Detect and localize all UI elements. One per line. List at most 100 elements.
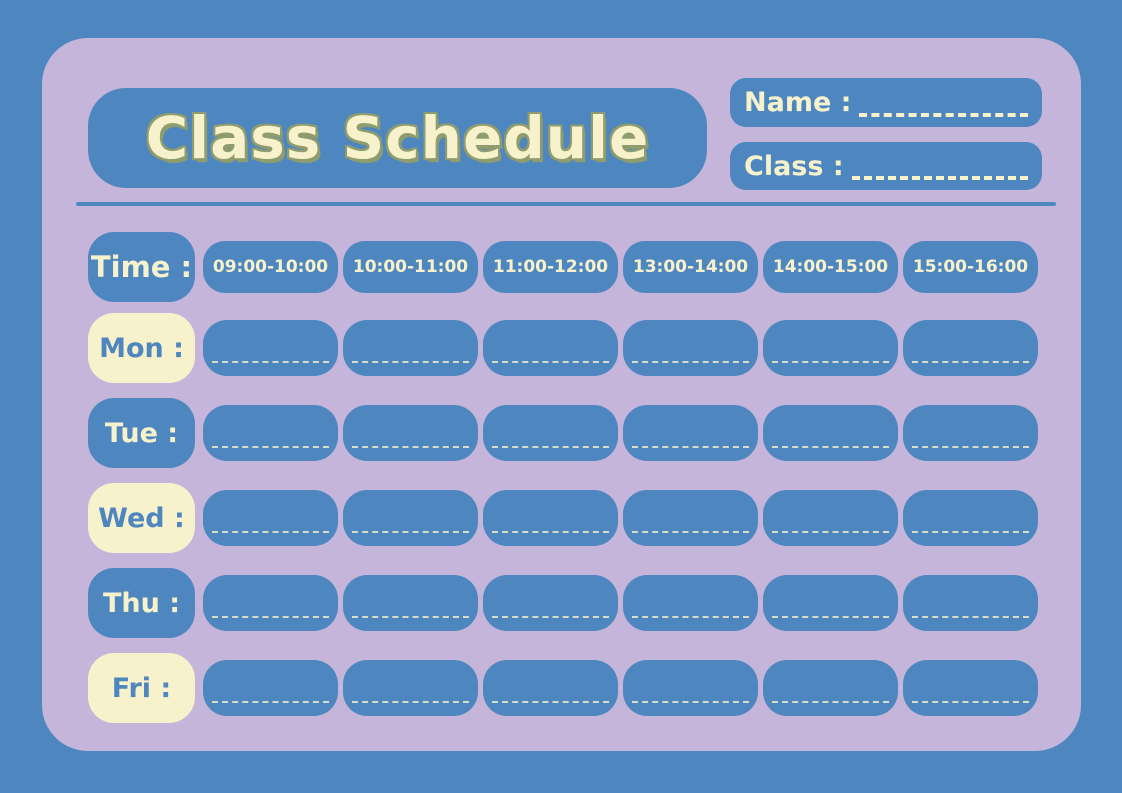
cell-entry-line bbox=[632, 446, 749, 448]
time-slot-label: 15:00-16:00 bbox=[912, 257, 1029, 277]
class-label: Class : bbox=[744, 150, 844, 182]
schedule-cell[interactable] bbox=[203, 320, 338, 376]
time-slot-pill: 09:00-10:00 bbox=[203, 241, 338, 293]
page-title: Class Schedule bbox=[145, 104, 650, 172]
cell-entry-line bbox=[212, 446, 329, 448]
day-label-box: Tue : bbox=[88, 398, 195, 468]
schedule-cell[interactable] bbox=[343, 490, 478, 546]
time-slot-label: 14:00-15:00 bbox=[772, 257, 889, 277]
schedule-cell[interactable] bbox=[763, 490, 898, 546]
title-box: Class Schedule bbox=[88, 88, 707, 188]
schedule-cell[interactable] bbox=[623, 405, 758, 461]
cell-entry-line bbox=[212, 616, 329, 618]
cell-entry-line bbox=[212, 531, 329, 533]
schedule-cell[interactable] bbox=[763, 660, 898, 716]
time-header-row: Time : 09:00-10:00 10:00-11:00 11:00-12:… bbox=[88, 232, 1080, 302]
day-row: Wed : bbox=[88, 483, 1080, 553]
time-slot-label: 10:00-11:00 bbox=[352, 257, 469, 277]
time-slot-pill: 13:00-14:00 bbox=[623, 241, 758, 293]
cell-entry-line bbox=[492, 701, 609, 703]
day-label: Wed : bbox=[98, 502, 185, 534]
cell-entry-line bbox=[352, 361, 469, 363]
time-label-box: Time : bbox=[88, 232, 195, 302]
schedule-cell[interactable] bbox=[483, 405, 618, 461]
cell-entry-line bbox=[772, 446, 889, 448]
schedule-cell[interactable] bbox=[763, 320, 898, 376]
schedule-cell[interactable] bbox=[343, 575, 478, 631]
cell-entry-line bbox=[912, 531, 1029, 533]
cell-entry-line bbox=[352, 701, 469, 703]
cell-entry-line bbox=[772, 616, 889, 618]
cell-entry-line bbox=[492, 616, 609, 618]
cell-entry-line bbox=[912, 446, 1029, 448]
schedule-cell[interactable] bbox=[903, 660, 1038, 716]
schedule-cell[interactable] bbox=[483, 490, 618, 546]
day-cells bbox=[203, 398, 1038, 468]
schedule-cell[interactable] bbox=[903, 575, 1038, 631]
day-label-box: Fri : bbox=[88, 653, 195, 723]
time-slot-pill: 10:00-11:00 bbox=[343, 241, 478, 293]
day-label: Mon : bbox=[99, 332, 184, 364]
day-label-box: Thu : bbox=[88, 568, 195, 638]
cell-entry-line bbox=[492, 531, 609, 533]
day-label: Fri : bbox=[111, 672, 172, 704]
schedule-cell[interactable] bbox=[203, 660, 338, 716]
cell-entry-line bbox=[632, 701, 749, 703]
schedule-cell[interactable] bbox=[903, 490, 1038, 546]
day-label-box: Mon : bbox=[88, 313, 195, 383]
schedule-cell[interactable] bbox=[483, 575, 618, 631]
class-field[interactable]: Class : bbox=[730, 142, 1042, 190]
schedule-cell[interactable] bbox=[763, 575, 898, 631]
schedule-card: Class Schedule Name : Class : Time : 09:… bbox=[42, 38, 1081, 751]
schedule-cell[interactable] bbox=[483, 320, 618, 376]
schedule-cell[interactable] bbox=[763, 405, 898, 461]
cell-entry-line bbox=[912, 361, 1029, 363]
day-row: Mon : bbox=[88, 313, 1080, 383]
schedule-cell[interactable] bbox=[623, 575, 758, 631]
cell-entry-line bbox=[492, 446, 609, 448]
name-label: Name : bbox=[744, 87, 852, 118]
cell-entry-line bbox=[352, 531, 469, 533]
cell-entry-line bbox=[212, 701, 329, 703]
schedule-cell[interactable] bbox=[203, 575, 338, 631]
class-input-line[interactable] bbox=[851, 176, 1028, 180]
time-label: Time : bbox=[90, 250, 193, 284]
header-divider bbox=[76, 202, 1056, 206]
schedule-grid: Time : 09:00-10:00 10:00-11:00 11:00-12:… bbox=[88, 232, 1080, 723]
schedule-cell[interactable] bbox=[903, 320, 1038, 376]
day-cells bbox=[203, 653, 1038, 723]
schedule-cell[interactable] bbox=[623, 660, 758, 716]
time-slot-label: 09:00-10:00 bbox=[212, 257, 329, 277]
day-cells bbox=[203, 313, 1038, 383]
time-slot-pill: 11:00-12:00 bbox=[483, 241, 618, 293]
schedule-cell[interactable] bbox=[623, 490, 758, 546]
day-label: Tue : bbox=[104, 417, 179, 449]
cell-entry-line bbox=[632, 616, 749, 618]
day-cells bbox=[203, 483, 1038, 553]
cell-entry-line bbox=[772, 361, 889, 363]
time-slot-label: 13:00-14:00 bbox=[632, 257, 749, 277]
schedule-cell[interactable] bbox=[203, 490, 338, 546]
schedule-cell[interactable] bbox=[903, 405, 1038, 461]
cell-entry-line bbox=[492, 361, 609, 363]
time-slots: 09:00-10:00 10:00-11:00 11:00-12:00 13:0… bbox=[203, 232, 1038, 302]
schedule-cell[interactable] bbox=[343, 405, 478, 461]
cell-entry-line bbox=[772, 701, 889, 703]
schedule-cell[interactable] bbox=[623, 320, 758, 376]
schedule-cell[interactable] bbox=[343, 320, 478, 376]
schedule-cell[interactable] bbox=[203, 405, 338, 461]
day-row: Tue : bbox=[88, 398, 1080, 468]
cell-entry-line bbox=[352, 616, 469, 618]
cell-entry-line bbox=[632, 361, 749, 363]
schedule-cell[interactable] bbox=[343, 660, 478, 716]
name-field[interactable]: Name : bbox=[730, 78, 1042, 127]
day-cells bbox=[203, 568, 1038, 638]
time-slot-pill: 15:00-16:00 bbox=[903, 241, 1038, 293]
cell-entry-line bbox=[912, 616, 1029, 618]
name-input-line[interactable] bbox=[859, 113, 1028, 117]
day-label: Thu : bbox=[102, 587, 181, 619]
time-slot-pill: 14:00-15:00 bbox=[763, 241, 898, 293]
cell-entry-line bbox=[352, 446, 469, 448]
day-row: Thu : bbox=[88, 568, 1080, 638]
schedule-cell[interactable] bbox=[483, 660, 618, 716]
